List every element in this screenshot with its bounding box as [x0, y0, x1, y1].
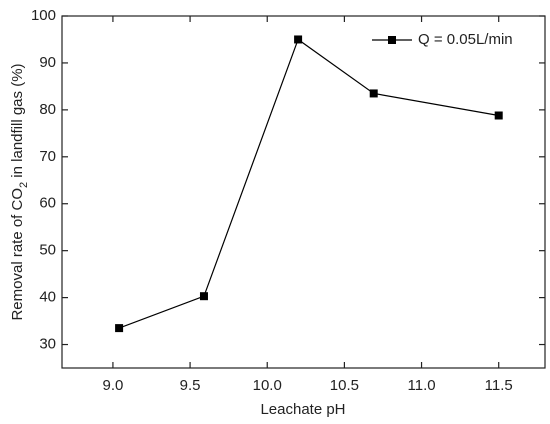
x-tick-label: 11.5: [485, 377, 513, 394]
series-line: [118, 38, 499, 329]
y-label-subscript: 2: [18, 182, 30, 188]
x-tick-label: 10.5: [330, 377, 359, 394]
y-tick-label: 50: [39, 242, 56, 259]
data-point: [115, 324, 124, 333]
y-tick-label: 80: [39, 101, 56, 118]
y-label-part: in landfill gas (%): [9, 63, 26, 181]
y-tick-label: 100: [31, 7, 56, 24]
x-tick-label: 10.0: [253, 377, 282, 394]
y-tick-label: 90: [39, 54, 56, 71]
x-tick-label: 9.0: [102, 377, 123, 394]
y-tick-label: 40: [39, 289, 56, 306]
y-tick-label: 70: [39, 148, 56, 165]
x-tick-label: 9.5: [180, 377, 201, 394]
data-point: [199, 292, 208, 301]
y-tick-label: 30: [39, 336, 56, 353]
data-point: [369, 89, 378, 98]
legend-marker: [388, 36, 396, 44]
data-point: [294, 35, 303, 44]
y-axis-label: Removal rate of CO2 in landfill gas (%): [9, 63, 30, 320]
data-point: [494, 111, 503, 120]
x-tick-label: 11.0: [408, 377, 436, 394]
plot-frame: [61, 15, 546, 369]
legend-label: Q = 0.05L/min: [418, 31, 513, 48]
x-axis-label: Leachate pH: [260, 401, 345, 418]
y-tick-label: 60: [39, 195, 56, 212]
y-label-part: Removal rate of CO: [9, 188, 26, 321]
